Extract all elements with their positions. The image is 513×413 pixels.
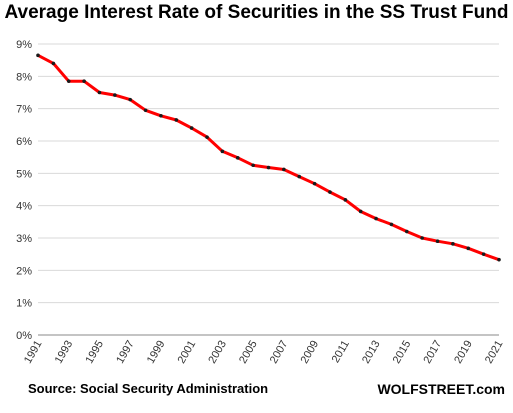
data-point xyxy=(36,53,40,58)
y-tick-label: 7% xyxy=(16,104,32,116)
x-tick-label: 2011 xyxy=(330,339,352,365)
data-point xyxy=(451,242,455,246)
data-point xyxy=(405,229,409,234)
data-point xyxy=(66,79,71,83)
x-tick-label: 1999 xyxy=(145,339,168,366)
data-point xyxy=(343,198,348,202)
x-tick-label: 2001 xyxy=(176,339,199,366)
series-group xyxy=(36,53,501,262)
data-point xyxy=(174,118,179,122)
gridlines xyxy=(38,43,499,336)
y-tick-label: 4% xyxy=(16,201,32,213)
data-point xyxy=(358,209,363,214)
y-tick-label: 0% xyxy=(16,330,32,342)
x-tick-label: 2017 xyxy=(421,339,444,366)
data-point xyxy=(266,165,271,170)
data-point xyxy=(481,252,486,256)
x-tick-label: 1991 xyxy=(22,339,45,366)
x-tick-label: 1993 xyxy=(53,339,76,366)
data-point xyxy=(97,90,102,95)
data-point xyxy=(297,174,302,179)
data-point xyxy=(113,93,117,97)
data-point xyxy=(205,135,209,139)
y-tick-label: 1% xyxy=(16,298,32,310)
brand-label: WOLFSTREET.com xyxy=(377,381,505,397)
x-axis-ticks: 1991 1993 1995 1997 1999 2001 2003 2005 2007 2009… xyxy=(22,339,506,366)
x-tick-label: 2021 xyxy=(483,339,506,366)
y-tick-label: 8% xyxy=(16,71,32,83)
data-point xyxy=(251,163,255,168)
y-tick-label: 5% xyxy=(16,168,32,180)
data-point xyxy=(312,181,317,186)
data-point xyxy=(82,79,86,83)
data-point xyxy=(435,239,440,244)
series-line xyxy=(36,53,501,262)
data-point xyxy=(466,246,471,251)
y-tick-label: 9% xyxy=(16,39,32,51)
data-point xyxy=(235,156,240,160)
data-point xyxy=(143,108,148,113)
x-tick-label: 2015 xyxy=(391,339,414,366)
chart-title: Average Interest Rate of Securities in t… xyxy=(4,2,509,23)
data-point xyxy=(420,236,424,240)
x-tick-label: 1995 xyxy=(83,339,106,366)
data-point xyxy=(374,216,378,221)
x-tick-label: 1997 xyxy=(114,339,137,366)
y-tick-label: 6% xyxy=(16,136,32,148)
x-tick-label: 2013 xyxy=(360,339,383,366)
y-tick-label: 3% xyxy=(16,233,32,245)
data-point xyxy=(128,97,132,102)
x-tick-label: 2019 xyxy=(452,339,475,366)
x-tick-label: 2003 xyxy=(206,339,229,366)
data-point xyxy=(159,113,163,118)
source-note: Source: Social Security Administration xyxy=(28,381,269,396)
data-point xyxy=(497,257,501,262)
x-tick-label: 2005 xyxy=(237,339,260,366)
data-point xyxy=(51,61,56,66)
data-point xyxy=(282,167,286,172)
data-point xyxy=(189,126,194,130)
data-point xyxy=(220,149,225,154)
y-tick-label: 2% xyxy=(16,265,32,277)
y-axis-ticks: 0% 1% 2% 3% 4% 5% 6% 7% 8% 9% xyxy=(16,39,32,342)
data-point xyxy=(389,222,394,227)
data-point xyxy=(328,190,332,194)
x-tick-label: 2007 xyxy=(268,339,291,366)
x-tick-label: 2009 xyxy=(299,339,322,366)
